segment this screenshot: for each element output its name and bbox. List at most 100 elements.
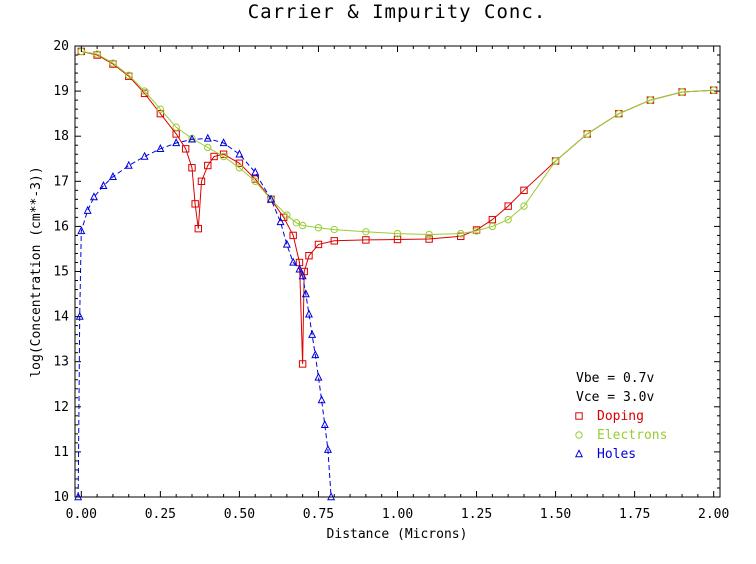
annotations: Vbe = 0.7v Vce = 3.0v (576, 371, 654, 405)
y-tick-label: 16 (53, 219, 69, 234)
x-tick-label: 1.00 (382, 507, 413, 522)
electrons-point (615, 109, 623, 118)
electrons-point (457, 229, 465, 238)
electrons-point (109, 59, 117, 67)
doping-point (425, 235, 433, 243)
electrons-point (488, 222, 497, 231)
holes-point (219, 138, 228, 147)
electrons-point (235, 164, 244, 172)
axes: 10 11 12 13 14 15 16 17 18 19 20 0.00 0.25 0.50 0.75 1.… (53, 39, 729, 522)
holes-point (276, 217, 285, 226)
plot-series (74, 47, 718, 501)
electrons-point (251, 177, 259, 186)
chart-title: Carrier & Impurity Conc. (248, 1, 547, 23)
series-holes (74, 133, 336, 501)
electrons-point (298, 221, 307, 230)
holes-point (308, 329, 317, 338)
holes-point (203, 133, 212, 142)
holes-point (314, 372, 323, 381)
doping-point (191, 200, 199, 208)
electrons-point (314, 224, 323, 232)
holes-point (83, 205, 92, 214)
series-electrons (77, 47, 718, 239)
electrons-point (330, 225, 338, 234)
doping-point (305, 252, 313, 260)
y-tick-label: 18 (53, 129, 69, 144)
doping-point (520, 186, 528, 195)
electrons-point (93, 50, 101, 58)
holes-point (298, 271, 307, 280)
holes-point (289, 257, 298, 266)
holes-point (251, 167, 260, 176)
holes-point (77, 226, 86, 235)
electrons-point (646, 96, 655, 104)
x-tick-label: 2.00 (698, 507, 729, 522)
doping-point (188, 164, 196, 172)
y-tick-label: 14 (53, 310, 69, 325)
electrons-point (583, 130, 591, 138)
bias-annotation: Vbe = 0.7v (576, 371, 654, 386)
x-tick-label: 0.50 (224, 507, 255, 522)
electrons-point (551, 157, 560, 165)
holes-point (301, 289, 310, 298)
x-tick-label: 1.50 (540, 507, 571, 522)
x-tick-label: 1.25 (461, 507, 492, 522)
x-tick-label: 0.00 (66, 507, 97, 522)
holes-series-line (77, 137, 332, 498)
doping-point (156, 109, 165, 118)
x-tick-label: 1.75 (619, 507, 650, 522)
y-tick-label: 17 (53, 174, 69, 189)
electrons-point (125, 71, 133, 80)
y-tick-label: 10 (53, 490, 69, 505)
x-axis-title: Distance (Microns) (327, 527, 468, 542)
x-tick-label: 0.25 (145, 507, 176, 522)
holes-point (156, 144, 165, 153)
y-tick-label: 11 (53, 445, 69, 460)
holes-point (311, 350, 320, 359)
legend-holes-marker (574, 449, 584, 458)
legend-holes-label: Holes (597, 447, 636, 462)
electrons-point (283, 211, 291, 219)
legend-electrons-marker (575, 431, 583, 439)
y-tick-label: 15 (53, 265, 69, 280)
doping-point (314, 240, 323, 249)
electrons-point (425, 230, 433, 239)
electrons-point (362, 228, 370, 236)
holes-point (295, 264, 304, 273)
doping-point (393, 235, 402, 244)
doping-point (181, 145, 190, 153)
y-axis-title: log(Concentration (cm**-3)) (29, 166, 44, 377)
holes-point (317, 395, 326, 404)
holes-point (267, 194, 276, 203)
doping-point (235, 159, 244, 167)
legend-doping-label: Doping (597, 409, 644, 424)
electrons-point (292, 219, 301, 227)
y-tick-label: 12 (53, 400, 69, 415)
electrons-point (709, 86, 718, 94)
electrons-point (472, 227, 481, 235)
holes-point (108, 171, 117, 180)
holes-point (140, 151, 149, 160)
holes-point (235, 149, 244, 158)
electrons-point (156, 105, 165, 113)
electrons-series-line (81, 50, 714, 236)
y-tick-label: 19 (53, 84, 69, 99)
x-tick-label: 0.75 (303, 507, 334, 522)
doping-point (197, 177, 206, 186)
doping-point (298, 360, 307, 368)
series-doping (77, 47, 718, 368)
doping-point (289, 231, 297, 240)
electrons-point (678, 88, 686, 96)
legend-doping-marker (575, 412, 583, 420)
holes-point (124, 160, 133, 169)
holes-point (304, 309, 313, 318)
bias-annotation: Vce = 3.0v (576, 390, 654, 405)
holes-point (172, 138, 181, 147)
holes-point (187, 134, 196, 143)
y-tick-label: 13 (53, 355, 69, 370)
legend-electrons-label: Electrons (597, 428, 667, 443)
doping-point (140, 89, 149, 98)
holes-point (320, 420, 329, 429)
electrons-point (204, 143, 212, 152)
